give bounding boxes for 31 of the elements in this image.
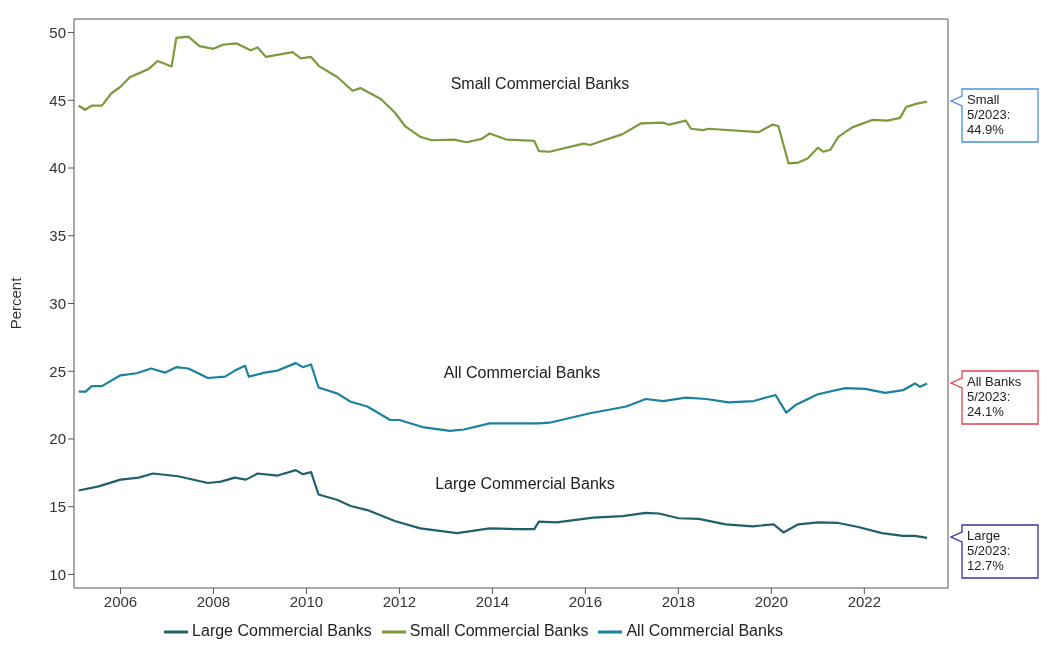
x-tick-label: 2010 — [289, 592, 324, 610]
annotation: Large Commercial Banks — [435, 475, 615, 493]
x-tick-label: 2020 — [754, 592, 789, 610]
text: Large 5/2023: 12.7% — [967, 528, 1011, 573]
text: Small 5/2023: 44.9% — [967, 92, 1011, 137]
annotation: Small Commercial Banks — [450, 75, 630, 93]
y-tick-label: 40 — [49, 159, 66, 177]
text: All Banks 5/2023: 24.1% — [967, 374, 1022, 419]
legend-label: Large Commercial Banks — [192, 622, 372, 640]
x-tick-label: 2006 — [103, 592, 138, 610]
y-tick-label: 10 — [49, 565, 66, 583]
line-series — [77, 469, 929, 539]
x-tick-label: 2016 — [568, 592, 603, 610]
legend-label: All Commercial Banks — [626, 622, 783, 640]
legend-label: Small Commercial Banks — [409, 622, 589, 640]
x-tick-label: 2012 — [382, 592, 417, 610]
y-tick-label: 30 — [49, 294, 66, 312]
y-tick-label: 25 — [49, 362, 66, 380]
x-tick-label: 2008 — [196, 592, 231, 610]
x-tick-label: 2022 — [847, 592, 882, 610]
y-tick-label: 45 — [49, 91, 66, 109]
y-tick-label: 35 — [49, 227, 66, 245]
line-series — [77, 362, 929, 432]
x-tick-label: 2014 — [475, 592, 510, 610]
y-tick-label: 50 — [49, 23, 66, 41]
y-axis-title: Percent — [7, 276, 25, 330]
x-tick-label: 2018 — [661, 592, 696, 610]
y-tick-label: 15 — [49, 498, 66, 516]
line-series — [77, 35, 929, 165]
annotation: All Commercial Banks — [443, 364, 601, 382]
y-tick-label: 20 — [49, 430, 66, 448]
